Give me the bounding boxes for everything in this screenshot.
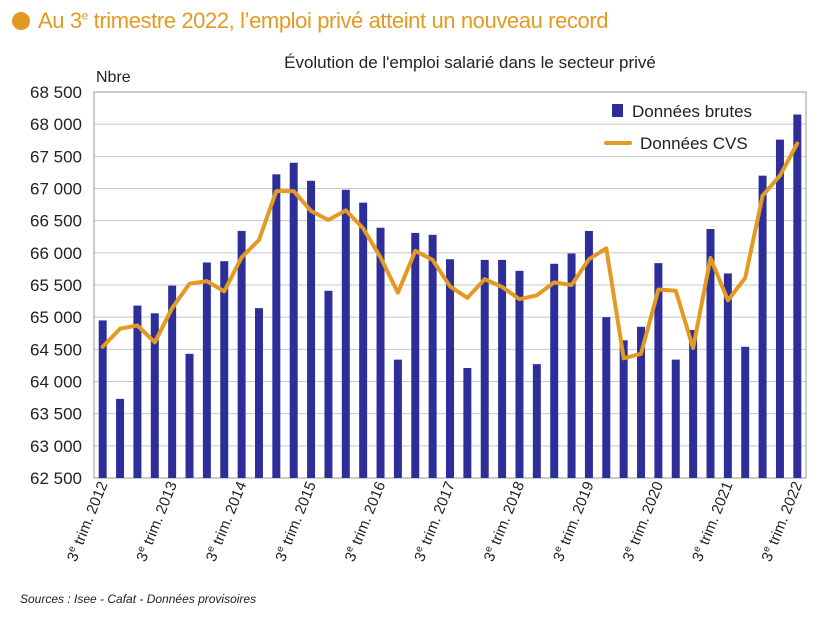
x-tick-label: 3e trim. 2019 — [549, 479, 597, 564]
y-tick-label: 68 500 — [30, 83, 82, 102]
x-tick-label: 3e trim. 2016 — [341, 479, 389, 564]
y-tick-label: 63 000 — [30, 437, 82, 456]
bar-donnees-brutes — [307, 180, 316, 478]
legend-label-donnees-brutes: Données brutes — [632, 102, 752, 121]
bar-donnees-brutes — [446, 259, 454, 478]
bar-donnees-brutes — [150, 313, 159, 478]
bar-donnees-brutes — [637, 326, 646, 478]
bar-donnees-brutes — [619, 340, 628, 478]
y-tick-label: 62 500 — [30, 469, 82, 488]
bar-donnees-brutes — [324, 290, 333, 478]
bar-donnees-brutes — [254, 308, 263, 478]
x-tick-label: 3e trim. 2018 — [480, 479, 528, 564]
employment-chart: Évolution de l'emploi salarié dans le se… — [30, 53, 807, 564]
legend-swatch-donnees-brutes — [612, 104, 623, 117]
sources-note: Sources : Isee - Cafat - Données proviso… — [20, 592, 257, 606]
bar-donnees-brutes — [584, 230, 593, 478]
y-tick-label: 65 500 — [30, 276, 82, 295]
legend-label-donnees-cvs: Données CVS — [640, 134, 748, 153]
bullet-dot-icon — [12, 12, 30, 30]
bar-donnees-brutes — [359, 202, 368, 479]
y-tick-label: 67 000 — [30, 180, 82, 199]
y-tick-label: 66 500 — [30, 212, 82, 231]
bar-donnees-brutes — [116, 398, 125, 478]
x-tick-label: 3e trim. 2020 — [619, 479, 667, 564]
chart-title: Évolution de l'emploi salarié dans le se… — [284, 53, 656, 72]
x-tick-label: 3e trim. 2012 — [63, 479, 111, 564]
y-tick-label: 68 000 — [30, 115, 82, 134]
bar-donnees-brutes — [550, 263, 559, 478]
y-tick-label: 66 000 — [30, 244, 82, 263]
bar-donnees-brutes — [428, 234, 437, 478]
bar-donnees-brutes — [393, 359, 402, 478]
bar-donnees-brutes — [98, 320, 107, 478]
bar-donnees-brutes — [723, 273, 732, 478]
bar-donnees-brutes — [706, 229, 715, 478]
bar-donnees-brutes — [185, 353, 194, 478]
bar-donnees-brutes — [775, 139, 784, 478]
bar-donnees-brutes — [793, 114, 802, 479]
bar-donnees-brutes — [463, 367, 472, 478]
y-tick-label: 63 500 — [30, 405, 82, 424]
x-tick-label: 3e trim. 2017 — [410, 479, 458, 564]
bar-donnees-brutes — [376, 227, 385, 478]
bar-donnees-brutes — [133, 305, 142, 478]
x-tick-label: 3e trim. 2015 — [271, 479, 319, 564]
x-tick-label: 3e trim. 2013 — [132, 479, 180, 564]
bar-donnees-brutes — [498, 259, 507, 478]
y-tick-label: 64 000 — [30, 373, 82, 392]
bar-donnees-brutes — [289, 162, 298, 478]
y-tick-label: 67 500 — [30, 147, 82, 166]
bar-donnees-brutes — [220, 261, 229, 478]
bar-donnees-brutes — [758, 175, 767, 478]
bar-donnees-brutes — [654, 263, 663, 478]
y-tick-label: 65 000 — [30, 308, 82, 327]
bar-donnees-brutes — [602, 317, 611, 478]
x-tick-label: 3e trim. 2021 — [688, 479, 736, 564]
bar-donnees-brutes — [532, 364, 541, 478]
bar-donnees-brutes — [341, 189, 350, 478]
headline-text: Au 3e trimestre 2022, l’emploi privé att… — [38, 8, 609, 33]
bar-donnees-brutes — [272, 174, 281, 478]
bar-donnees-brutes — [237, 230, 246, 478]
headline: Au 3e trimestre 2022, l’emploi privé att… — [12, 6, 609, 36]
bar-donnees-brutes — [741, 346, 750, 478]
bar-donnees-brutes — [515, 270, 524, 478]
y-axis-unit-label: Nbre — [96, 69, 131, 86]
bar-donnees-brutes — [671, 359, 680, 478]
bar-donnees-brutes — [567, 253, 576, 478]
x-tick-label: 3e trim. 2014 — [202, 479, 250, 564]
bar-donnees-brutes — [168, 285, 177, 478]
x-tick-label: 3e trim. 2022 — [758, 479, 806, 564]
y-tick-label: 64 500 — [30, 340, 82, 359]
bar-donnees-brutes — [689, 330, 698, 478]
bar-donnees-brutes — [411, 232, 420, 478]
line-donnees-cvs — [100, 141, 800, 361]
bar-donnees-brutes — [480, 259, 489, 478]
bar-donnees-brutes — [202, 262, 211, 478]
